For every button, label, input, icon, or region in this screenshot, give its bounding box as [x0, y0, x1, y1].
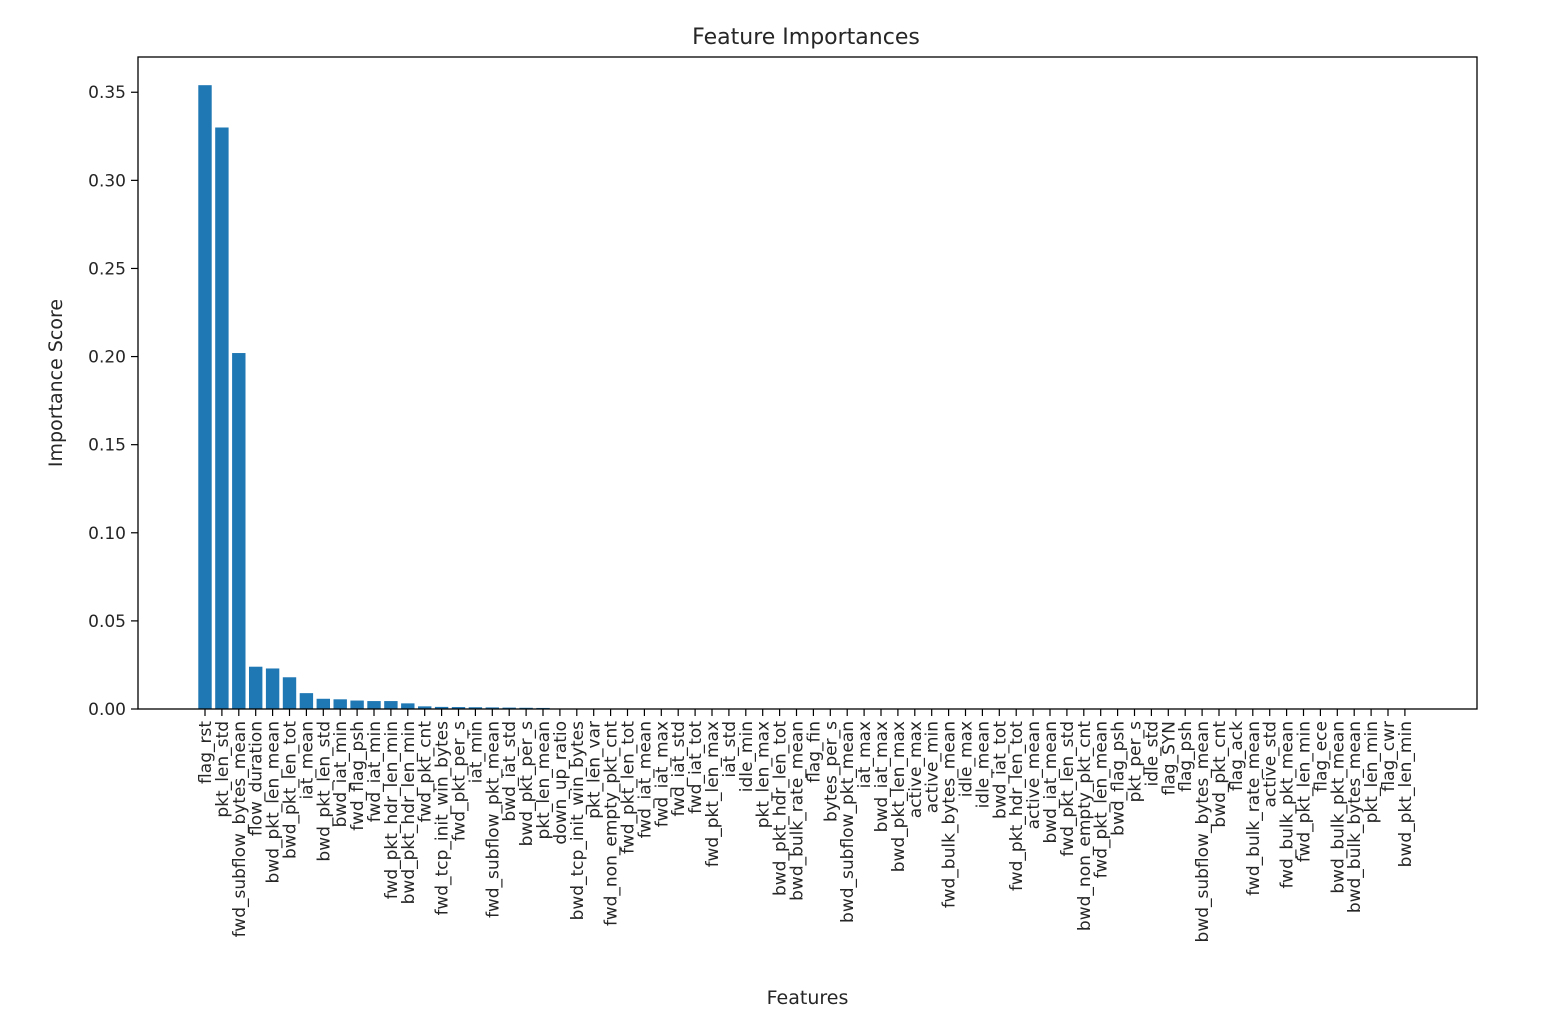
bar-bwd_pkt_len_mean — [266, 668, 279, 709]
y-tick-label: 0.05 — [88, 612, 126, 632]
bar-flow_duration — [249, 667, 262, 709]
y-axis-label: Importance Score — [45, 299, 67, 467]
y-tick-label: 0.25 — [88, 259, 126, 279]
bar-bwd_pkt_hdr_len_min — [401, 703, 414, 709]
bar-bwd_iat_min — [334, 699, 347, 709]
x-tick-label: bwd_pkt_len_min — [1396, 721, 1416, 867]
y-axis-ticks: 0.00 0.05 0.10 0.15 0.20 0.25 0.30 0.35 — [88, 83, 138, 720]
y-tick-label: 0.10 — [88, 524, 126, 544]
chart-title: Feature Importances — [692, 25, 920, 50]
bar-fwd_iat_min — [367, 701, 380, 709]
y-tick-label: 0.20 — [88, 348, 126, 368]
plot-area-frame — [138, 57, 1477, 709]
bar-flag_rst — [198, 85, 211, 709]
x-axis-ticks: flag_rstpkt_len_stdfwd_subflow_bytes_mea… — [196, 709, 1416, 942]
bars-layer — [198, 85, 786, 709]
bar-fwd_subflow_bytes_mean — [232, 353, 245, 709]
bar-pkt_len_std — [215, 127, 228, 709]
bar-bwd_pkt_len_std — [317, 699, 330, 709]
y-tick-label: 0.30 — [88, 171, 126, 191]
y-tick-label: 0.00 — [88, 700, 126, 720]
bar-iat_mean — [300, 693, 313, 709]
bar-fwd_pkt_hdr_len_min — [384, 701, 397, 709]
y-tick-label: 0.15 — [88, 436, 126, 456]
bar-fwd_flag_psh — [350, 701, 363, 709]
y-tick-label: 0.35 — [88, 83, 126, 103]
bar-bwd_pkt_len_tot — [283, 677, 296, 709]
x-axis-label: Features — [767, 987, 849, 1009]
